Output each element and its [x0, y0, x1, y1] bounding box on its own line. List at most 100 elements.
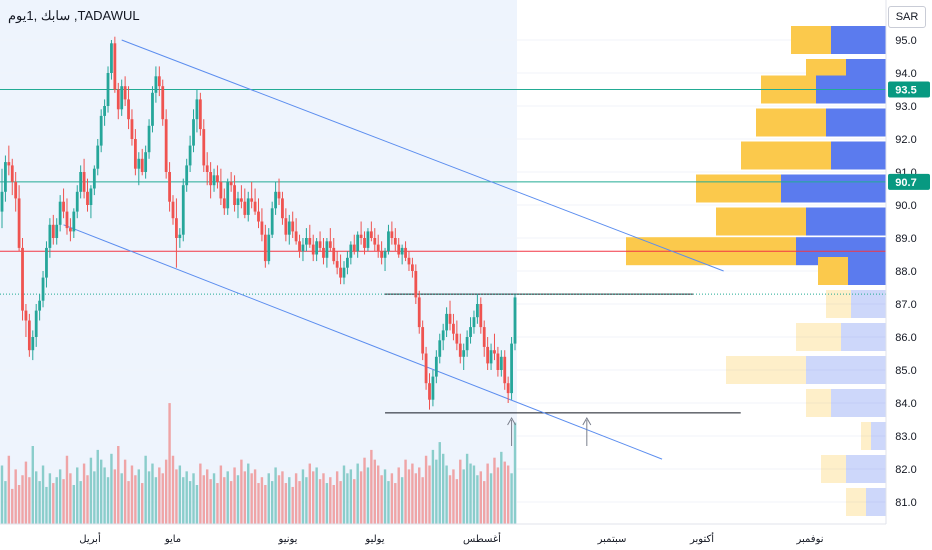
volume-bar — [404, 459, 407, 524]
volume-bar — [188, 481, 192, 524]
price-tag-label: 93.5 — [895, 85, 916, 97]
volume-bar — [82, 463, 86, 524]
candle-body — [219, 181, 223, 199]
volume-bar — [479, 471, 482, 524]
volume-bar — [45, 486, 48, 524]
volume-bar — [493, 457, 496, 524]
candle-body — [144, 152, 148, 172]
profile-bar-up — [696, 174, 781, 203]
candle-body — [31, 337, 35, 351]
candle-body — [205, 165, 209, 172]
candle-body — [216, 175, 219, 182]
price-tick-label: 90.0 — [895, 200, 916, 212]
volume-bar — [38, 481, 41, 524]
time-tick-label: سبتمبر — [597, 534, 627, 545]
candle-body — [434, 356, 438, 377]
candle-body — [188, 145, 192, 166]
volume-bar — [175, 469, 178, 524]
volume-bar — [24, 461, 28, 524]
volume-bar — [144, 455, 147, 524]
candle-body — [445, 313, 448, 331]
arrow-annotations — [507, 416, 592, 446]
candle-body — [164, 119, 168, 172]
volume-bar — [346, 473, 349, 524]
volume-bar — [329, 477, 332, 524]
currency-button[interactable]: SAR — [888, 6, 926, 28]
volume-bar — [216, 483, 219, 524]
volume-bar — [212, 473, 216, 524]
volume-bar — [185, 471, 188, 524]
candle-body — [380, 251, 384, 258]
candle-body — [294, 231, 298, 242]
candle-body — [113, 43, 117, 90]
time-axis[interactable]: أبريل مايو يونيو يوليو أغسطس سبتمبر أكتوبر نوفم… — [0, 523, 886, 550]
candle-body — [106, 73, 110, 106]
volume-bar — [236, 475, 240, 524]
candle-body — [499, 356, 503, 370]
candle-body — [277, 191, 281, 199]
volume-bar — [270, 481, 274, 524]
volume-bar — [438, 442, 441, 524]
candle-body — [127, 99, 130, 120]
volume-bar — [510, 473, 513, 524]
volume-bar — [113, 469, 117, 524]
candle-body — [154, 76, 158, 93]
volume-bar — [315, 467, 318, 524]
volume-bar — [397, 467, 400, 524]
candle-body — [438, 340, 442, 357]
volume-bar — [308, 463, 311, 524]
candle-body — [304, 238, 308, 245]
candle-body — [411, 264, 414, 271]
volume-bar — [65, 455, 69, 524]
profile-bar-up — [791, 26, 831, 54]
volume-bar — [164, 459, 168, 524]
time-tick-label: أغسطس — [463, 532, 501, 545]
volume-bar — [349, 469, 353, 524]
candle-body — [137, 158, 141, 169]
price-tick-label: 95.0 — [895, 35, 916, 47]
candle-body — [82, 172, 86, 192]
candle-body — [298, 241, 301, 252]
candle-body — [349, 244, 353, 258]
candle-body — [482, 327, 486, 347]
volume-bar — [14, 469, 17, 524]
candle-body — [10, 165, 14, 182]
price-tick-label: 94.0 — [895, 68, 916, 80]
candle-body — [376, 244, 380, 252]
profile-bar-down — [806, 356, 886, 384]
volume-bar — [123, 459, 127, 524]
volume-bar — [4, 481, 7, 524]
candle-body — [253, 201, 257, 212]
volume-bar — [455, 479, 459, 524]
volume-bar — [0, 465, 4, 524]
candle-body — [195, 99, 199, 120]
volume-bar — [58, 469, 62, 524]
candle-body — [475, 304, 479, 318]
volume-bar — [202, 475, 205, 524]
candle-body — [373, 238, 377, 245]
volume-bar — [500, 451, 503, 524]
volume-bar — [229, 481, 233, 524]
candle-body — [240, 198, 243, 202]
time-tick-label: مايو — [164, 534, 181, 545]
profile-bar-down — [871, 422, 886, 450]
volume-bar — [462, 469, 465, 524]
candle-body — [65, 211, 69, 229]
volume-bar — [459, 459, 462, 524]
symbol-title[interactable]: سابك ,1يوم ,TADAWUL — [8, 8, 140, 23]
volume-bar — [288, 477, 291, 524]
candle-body — [140, 158, 144, 172]
volume-bar — [257, 483, 260, 524]
volume-bar — [110, 453, 113, 524]
volume-bar — [195, 485, 199, 524]
candle-body — [92, 168, 96, 189]
volume-bar — [141, 483, 144, 524]
candle-body — [21, 247, 24, 311]
volume-bar — [465, 453, 469, 524]
candle-body — [284, 218, 288, 235]
volume-bar — [335, 471, 339, 524]
volume-bar — [380, 475, 383, 524]
candle-body — [308, 238, 312, 245]
volume-bar — [158, 467, 161, 524]
